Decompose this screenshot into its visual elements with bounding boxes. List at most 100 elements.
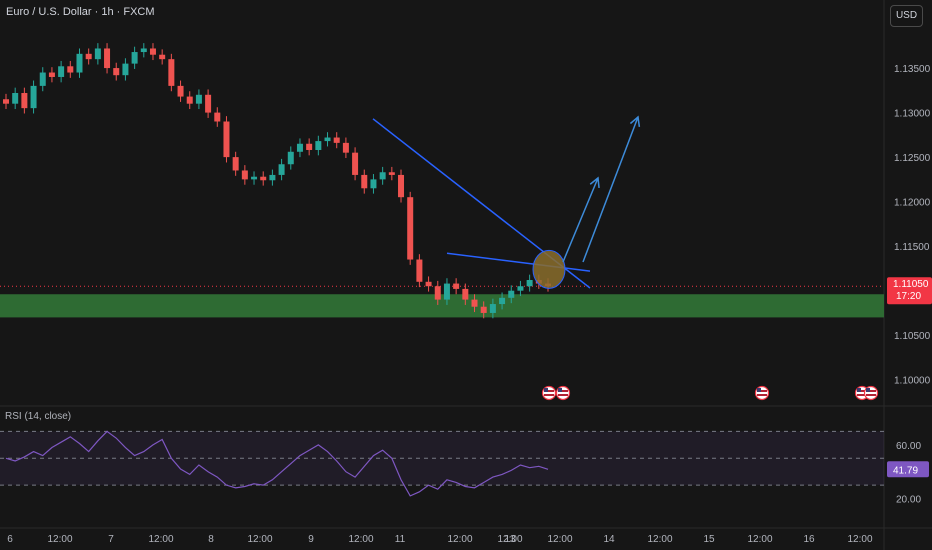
flag-canton (544, 388, 548, 392)
candle-body (370, 179, 377, 189)
candle-body (508, 290, 515, 298)
candle-body (48, 72, 55, 77)
flag-stripe (857, 394, 867, 396)
projection-arrow-short (562, 177, 599, 263)
candle-body (324, 137, 331, 142)
time-tick-label: 16 (803, 534, 815, 545)
flag-canton (558, 388, 562, 392)
candle-body (12, 93, 19, 104)
time-tick-label: 15 (703, 534, 715, 545)
price-tick-label: 1.10500 (894, 331, 931, 342)
candle-body (251, 176, 258, 180)
projection-arrow-short-head (589, 176, 600, 189)
flag-stripe (857, 390, 867, 392)
price-tick-label: 1.10000 (894, 376, 931, 387)
candle-body (67, 66, 74, 73)
time-tick-label: 12:00 (647, 534, 672, 545)
candle-body (480, 306, 487, 313)
projection-arrow-long (582, 116, 639, 263)
candle-body (296, 143, 303, 152)
price-tick-label: 1.13000 (894, 109, 931, 120)
time-tick-label: 13 (504, 534, 516, 545)
candle-body (361, 174, 368, 189)
candle-body (3, 99, 9, 104)
flag-stripe (544, 394, 554, 396)
time-tick-label: 12:00 (747, 534, 772, 545)
candle-body (278, 164, 285, 175)
time-tick-label: 12:00 (47, 534, 72, 545)
price-tick-label: 1.12500 (894, 153, 931, 164)
candle-body (453, 283, 460, 289)
candle-body (186, 96, 193, 104)
time-tick-label: 11 (395, 534, 406, 545)
candle-body (168, 59, 175, 86)
time-tick-label: 12:00 (547, 534, 572, 545)
candle-body (241, 170, 248, 180)
candle-body (195, 94, 202, 104)
flag-stripe (866, 390, 876, 392)
time-tick-label: 12:00 (847, 534, 872, 545)
candle-body (149, 48, 156, 55)
candle-body (232, 157, 239, 171)
rsi-tick-label: 20.00 (896, 495, 921, 506)
candle-body (342, 142, 349, 153)
candle-body (122, 63, 129, 76)
flag-canton (866, 388, 870, 392)
candle-body (76, 53, 83, 73)
time-tick-label: 12:00 (497, 534, 522, 545)
candle-body (39, 72, 46, 86)
candle-body (425, 281, 432, 287)
flag-canton (757, 388, 761, 392)
flag-stripe (866, 394, 876, 396)
candle-body (352, 152, 359, 175)
candle-body (471, 299, 478, 307)
price-tick-label: 1.12000 (894, 198, 931, 209)
candle-body (30, 85, 37, 109)
candle-body (434, 286, 441, 300)
candle-body (140, 48, 147, 53)
rsi-line (5, 430, 549, 497)
candle-body (416, 259, 423, 282)
flag-stripe (757, 390, 767, 392)
rsi-value-badge (887, 461, 929, 478)
candle-body (85, 53, 92, 60)
time-tick-label: 6 (7, 534, 13, 545)
candle-body (214, 112, 221, 122)
countdown-label: 17:20 (896, 291, 921, 302)
lower-trendline (446, 252, 591, 272)
support-zone (0, 294, 884, 318)
candle-body (131, 52, 138, 64)
current-price-badge (887, 277, 932, 305)
time-tick-label: 8 (208, 534, 214, 545)
price-tick-label: 1.11500 (894, 242, 930, 253)
flag-stripe (757, 394, 767, 396)
time-tick-label: 12:00 (148, 534, 173, 545)
candle-body (398, 174, 405, 198)
projection-arrow-long-head (629, 115, 641, 128)
candle-body (159, 54, 166, 60)
candle-body (443, 283, 450, 300)
flag-stripe (558, 394, 568, 396)
flag-stripe (544, 390, 554, 392)
rsi-value-label: 41.79 (893, 465, 918, 476)
candle-body (333, 137, 340, 143)
candle-body (113, 68, 120, 76)
flag-stripe (558, 390, 568, 392)
price-tick-label: 1.13500 (894, 64, 931, 75)
symbol-title: Euro / U.S. Dollar · 1h · FXCM (6, 6, 155, 18)
candle-body (499, 297, 506, 305)
candle-body (94, 48, 101, 60)
candle-body (205, 94, 212, 113)
time-tick-label: 12:00 (447, 534, 472, 545)
candle-body (379, 172, 386, 180)
time-tick-label: 7 (108, 534, 114, 545)
candle-body (21, 93, 28, 109)
flag-canton (857, 388, 861, 392)
candle-body (58, 66, 65, 77)
rsi-indicator-title[interactable]: RSI (14, close) (5, 411, 72, 422)
candle-body (269, 174, 276, 181)
currency-button[interactable]: USD (890, 5, 923, 27)
candle-body (462, 288, 469, 300)
time-tick-label: 12:00 (247, 534, 272, 545)
